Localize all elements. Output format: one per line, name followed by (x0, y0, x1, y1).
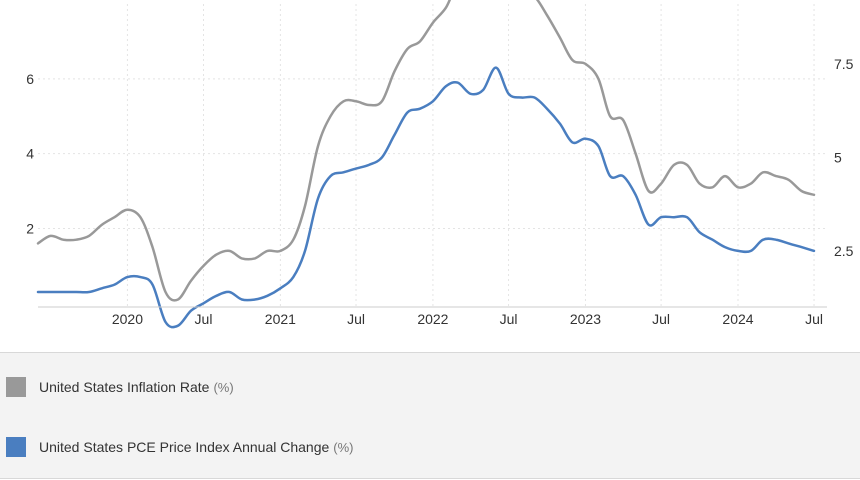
series-line-pce-index (36, 66, 816, 329)
legend-swatch-pce-index (6, 437, 26, 457)
gridlines (38, 4, 827, 307)
series-lines (36, 0, 816, 329)
x-tick-label: Jul (805, 311, 823, 327)
legend-label-pce-index: United States PCE Price Index Annual Cha… (39, 439, 330, 455)
x-tick-label: Jul (195, 311, 213, 327)
y-right-tick-label: 7.5 (834, 56, 854, 72)
legend: United States Inflation Rate (%) United … (0, 352, 860, 479)
y-left-tick-label: 4 (26, 146, 34, 162)
x-tick-label: 2022 (417, 311, 448, 327)
line-chart: 2020 Jul 2021 Jul 2022 Jul 2023 Jul 2024 Jul 2 4 6 2.… (26, 0, 854, 329)
y-right-tick-label: 2.5 (834, 243, 854, 259)
x-tick-label: 2021 (265, 311, 296, 327)
x-tick-label: 2020 (112, 311, 143, 327)
legend-unit-pce-index: (%) (333, 439, 354, 455)
x-tick-label: 2023 (570, 311, 601, 327)
y-left-tick-label: 6 (26, 71, 34, 87)
legend-item-pce-index[interactable]: United States PCE Price Index Annual Cha… (6, 435, 354, 459)
legend-unit-inflation-rate: (%) (213, 379, 234, 395)
y-left-tick-label: 2 (26, 220, 34, 236)
legend-swatch-inflation-rate (6, 377, 26, 397)
legend-label-inflation-rate: United States Inflation Rate (39, 379, 210, 395)
y-right-tick-label: 5 (834, 149, 842, 165)
chart-area: 2020 Jul 2021 Jul 2022 Jul 2023 Jul 2024 Jul 2 4 6 2.… (26, 0, 854, 329)
series-line-inflation-rate (36, 0, 816, 302)
x-tick-label: Jul (500, 311, 518, 327)
legend-item-inflation-rate[interactable]: United States Inflation Rate (%) (6, 375, 234, 399)
tick-labels: 2020 Jul 2021 Jul 2022 Jul 2023 Jul 2024 Jul 2 4 6 2.… (26, 56, 853, 327)
x-tick-label: Jul (652, 311, 670, 327)
x-tick-label: Jul (347, 311, 365, 327)
x-tick-label: 2024 (722, 311, 753, 327)
